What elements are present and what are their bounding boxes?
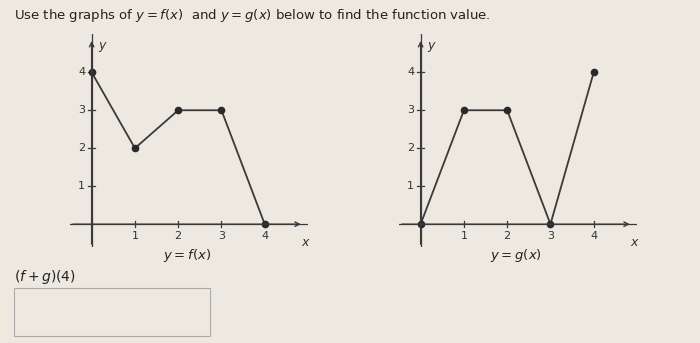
Text: $x$: $x$	[301, 236, 311, 249]
Text: $y = g(x)$: $y = g(x)$	[490, 247, 542, 264]
Text: 2: 2	[503, 231, 511, 241]
Text: $y$: $y$	[427, 40, 437, 54]
Text: 1: 1	[461, 231, 468, 241]
Text: 3: 3	[218, 231, 225, 241]
Text: $(f + g)(4)$: $(f + g)(4)$	[14, 268, 76, 285]
Text: Use the graphs of $y = f(x)$  and $y = g(x)$ below to find the function value.: Use the graphs of $y = f(x)$ and $y = g(…	[14, 7, 491, 24]
Text: 3: 3	[407, 105, 414, 115]
Text: 4: 4	[590, 231, 597, 241]
Text: 4: 4	[261, 231, 268, 241]
Text: 2: 2	[407, 143, 414, 153]
Text: 4: 4	[78, 67, 85, 77]
Text: $y$: $y$	[98, 40, 108, 54]
Text: 3: 3	[547, 231, 554, 241]
Text: 2: 2	[78, 143, 85, 153]
Text: 1: 1	[78, 181, 85, 191]
Text: 1: 1	[407, 181, 414, 191]
Text: $y = f(x)$: $y = f(x)$	[163, 247, 211, 264]
Text: 4: 4	[407, 67, 414, 77]
Text: 2: 2	[174, 231, 182, 241]
Text: 1: 1	[132, 231, 139, 241]
Text: $x$: $x$	[630, 236, 640, 249]
Text: 3: 3	[78, 105, 85, 115]
